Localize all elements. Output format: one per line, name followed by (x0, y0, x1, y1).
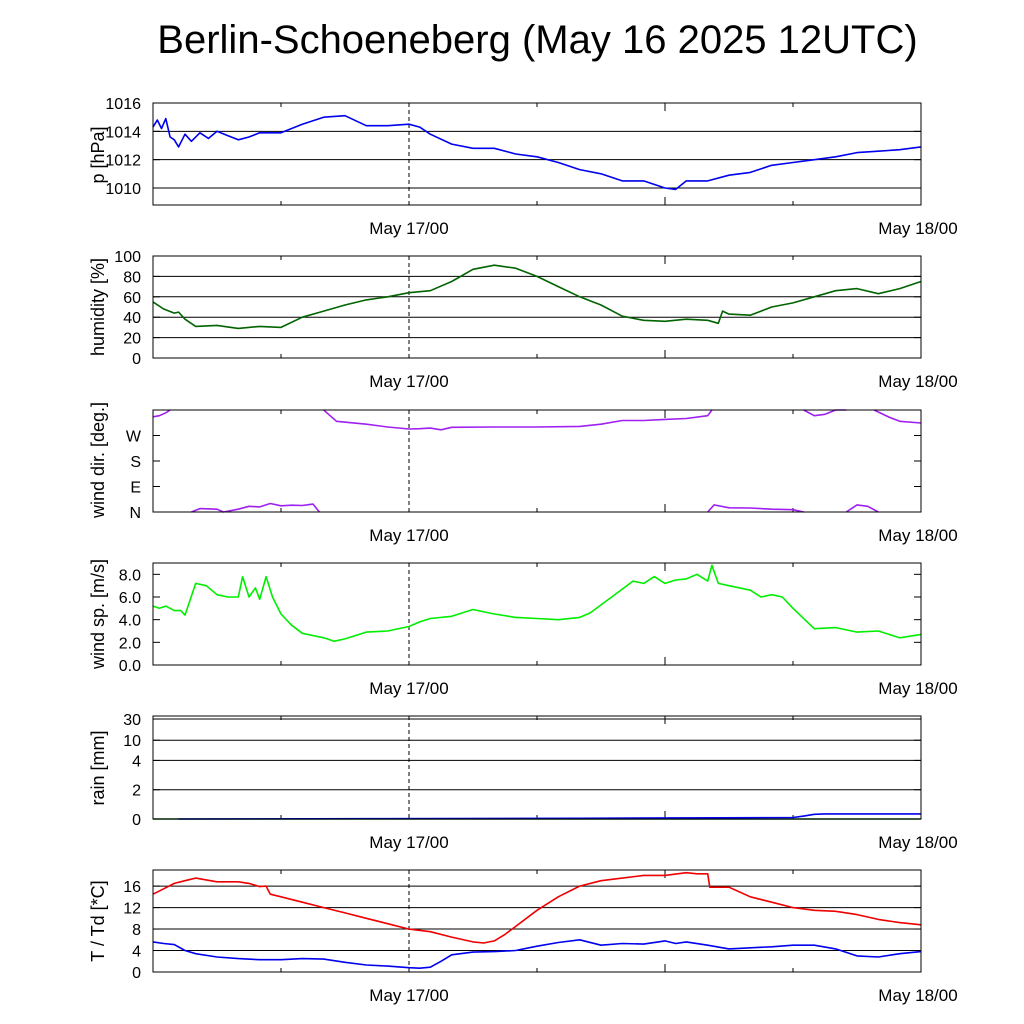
xtick-label: May 18/00 (878, 833, 957, 852)
ytick-label: 20 (123, 331, 141, 348)
series-5-0-T (152, 871, 922, 944)
series-2-0 (152, 409, 171, 418)
ytick-label: 60 (123, 290, 141, 307)
ytick-label: 100 (114, 249, 141, 266)
xtick-label: May 17/00 (369, 219, 448, 238)
ylabel: humidity [%] (88, 258, 108, 356)
xtick-label: May 17/00 (369, 833, 448, 852)
ytick-label: 1012 (105, 153, 141, 170)
series-2-3 (707, 504, 804, 513)
ytick-label: 8.0 (119, 567, 141, 584)
xtick-label: May 17/00 (369, 372, 448, 391)
ytick-label: 30 (123, 712, 141, 729)
ytick-label: 16 (123, 879, 141, 896)
xtick-label: May 17/00 (369, 679, 448, 698)
xtick-label: May 18/00 (878, 219, 957, 238)
plot-frame (152, 409, 922, 513)
ytick-label: 80 (123, 269, 141, 286)
ytick-label: 0 (132, 812, 141, 829)
chart-title: Berlin-Schoeneberg (May 16 2025 12UTC) (157, 18, 918, 62)
ytick-label: 1016 (105, 96, 141, 113)
ylabel: T / Td [*C] (88, 880, 108, 961)
ytick-label: 0.0 (119, 658, 141, 675)
ytick-label: 1010 (105, 181, 141, 198)
ytick-label: 4 (132, 753, 141, 770)
plot-frame (152, 715, 922, 820)
ytick-label: 10 (123, 733, 141, 750)
ytick-label: 4 (132, 944, 141, 961)
series-2-6 (873, 409, 922, 424)
xtick-label: May 18/00 (878, 526, 957, 545)
ytick-label: 2 (132, 783, 141, 800)
ytick-label: E (130, 480, 141, 497)
ytick-label: 1014 (105, 124, 141, 141)
ytick-label: S (130, 454, 141, 471)
plot-frame (152, 869, 922, 973)
plot-frame (152, 562, 922, 666)
ytick-label: W (126, 429, 142, 446)
ytick-label: N (129, 505, 141, 522)
ytick-label: 8 (132, 922, 141, 939)
ylabel: wind dir. [deg.] (88, 402, 108, 519)
plot-frame (152, 102, 922, 206)
xtick-label: May 18/00 (878, 986, 957, 1005)
plot-frame (152, 255, 922, 359)
ytick-label: 4.0 (119, 613, 141, 630)
ytick-label: 0 (132, 965, 141, 982)
series-2-2 (323, 409, 713, 431)
series-1-0 (152, 264, 922, 330)
ytick-label: 6.0 (119, 590, 141, 607)
series-2-5 (845, 504, 879, 513)
series-0-0 (152, 114, 922, 191)
ytick-label: 0 (132, 351, 141, 368)
series-5-1-Td (152, 938, 922, 970)
xtick-label: May 18/00 (878, 679, 957, 698)
ylabel: rain [mm] (88, 730, 108, 805)
ylabel: wind sp. [m/s] (88, 559, 108, 670)
xtick-label: May 17/00 (369, 526, 448, 545)
series-3-0 (152, 564, 922, 643)
ytick-label: 12 (123, 901, 141, 918)
series-2-1 (191, 502, 321, 513)
xtick-label: May 17/00 (369, 986, 448, 1005)
series-2-4 (803, 409, 847, 417)
ytick-label: 2.0 (119, 635, 141, 652)
ylabel: p [hPa] (88, 126, 108, 183)
xtick-label: May 18/00 (878, 372, 957, 391)
ytick-label: 40 (123, 310, 141, 327)
